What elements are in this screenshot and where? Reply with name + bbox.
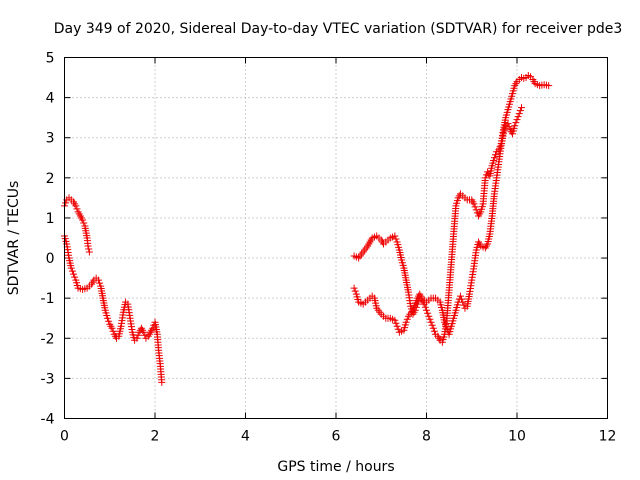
data-point [85, 245, 93, 253]
data-point [392, 235, 400, 243]
data-point [518, 104, 526, 112]
data-point [492, 151, 500, 159]
data-point [402, 318, 410, 326]
grid-lines [64, 57, 608, 419]
series-sat-2 [61, 232, 166, 386]
x-tick-label: 10 [508, 429, 526, 445]
y-tick-label: 3 [46, 131, 55, 147]
data-point [149, 324, 157, 332]
data-point [80, 219, 88, 227]
data-point [481, 174, 489, 182]
data-point [472, 206, 480, 214]
data-point [511, 122, 519, 130]
chart-title: Day 349 of 2020, Sidereal Day-to-day VTE… [54, 21, 623, 37]
data-point [426, 315, 434, 323]
data-point [460, 301, 468, 309]
x-tick-label: 8 [422, 429, 431, 445]
data-point [141, 331, 149, 339]
data-point [504, 120, 512, 128]
y-tick-label: -1 [41, 291, 55, 307]
data-point [72, 202, 80, 210]
data-point [351, 287, 359, 295]
y-tick-label: -4 [41, 412, 55, 428]
data-point [84, 242, 92, 250]
data-point [505, 123, 513, 131]
data-point [350, 284, 358, 292]
data-point [103, 314, 111, 322]
y-tick-label: 5 [46, 51, 55, 67]
data-point [490, 154, 498, 162]
data-point [512, 119, 520, 127]
data-point [85, 248, 93, 256]
x-tick-label: 2 [151, 429, 160, 445]
data-point [140, 328, 148, 336]
data-point [105, 317, 113, 325]
data-point [425, 312, 433, 320]
y-tick-label: 0 [46, 251, 55, 267]
data-point [68, 267, 76, 275]
data-point [459, 298, 467, 306]
data-point [108, 324, 116, 332]
data-point [470, 200, 478, 208]
series-sat-1 [61, 194, 93, 256]
data-point [62, 199, 70, 207]
data-point [109, 327, 117, 335]
data-point [458, 295, 466, 303]
data-point [514, 113, 522, 121]
x-axis-label: GPS time / hours [277, 459, 394, 475]
data-point [428, 321, 436, 329]
data-point [133, 334, 141, 342]
series-sat-4 [350, 104, 526, 338]
plot-frame [64, 57, 608, 419]
data-point [67, 264, 75, 272]
data-point [158, 378, 166, 386]
series-sat-3 [350, 72, 553, 346]
data-point [71, 273, 79, 281]
data-point [70, 270, 78, 278]
data-point [429, 324, 437, 332]
y-tick-label: -3 [41, 371, 55, 387]
y-tick-label: 2 [46, 171, 55, 187]
data-point [545, 82, 553, 90]
data-point [393, 322, 401, 330]
data-point [424, 309, 432, 317]
data-point [456, 292, 464, 300]
data-point [423, 306, 430, 314]
data-point [96, 279, 104, 287]
y-axis-label: SDTVAR / TECUs [6, 181, 22, 296]
data-point [430, 327, 438, 335]
data-point [516, 107, 524, 115]
data-point [471, 203, 479, 211]
data-point [79, 216, 87, 224]
data-point [421, 303, 429, 311]
y-tick-label: 4 [46, 91, 55, 107]
data-point [134, 331, 142, 339]
data-point [515, 110, 523, 118]
data-point [94, 276, 102, 284]
x-tick-label: 4 [241, 429, 250, 445]
data-point [427, 318, 435, 326]
data-point [513, 116, 521, 124]
data-point [73, 205, 81, 213]
data-point [391, 316, 399, 324]
data-points [61, 72, 553, 386]
y-tick-label: -2 [41, 331, 55, 347]
x-tick-label: 6 [332, 429, 341, 445]
data-point [403, 315, 411, 323]
y-tick-label: 1 [46, 211, 55, 227]
data-point [392, 319, 400, 327]
x-tick-label: 12 [599, 429, 617, 445]
data-point [391, 232, 399, 240]
x-tick-label: 0 [60, 429, 69, 445]
